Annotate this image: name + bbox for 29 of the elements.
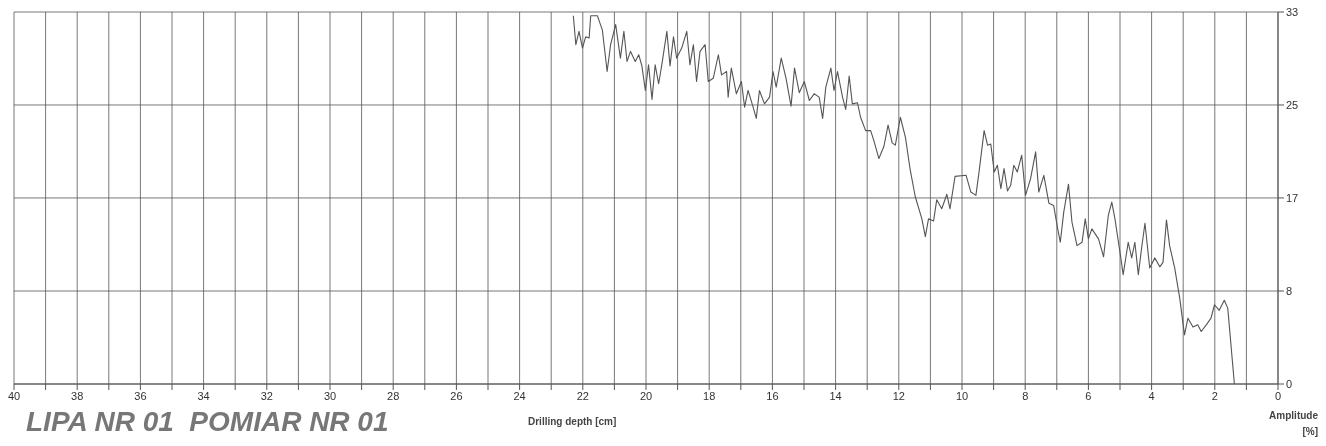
x-tick-label: 32: [260, 389, 273, 402]
x-tick-label: 4: [1148, 389, 1155, 402]
x-tick-label: 28: [387, 389, 400, 402]
x-tick-label: 24: [513, 389, 526, 402]
x-tick-label: 6: [1085, 389, 1092, 402]
y-tick-label: 17: [1286, 191, 1299, 204]
x-tick-label: 36: [134, 389, 147, 402]
x-tick-label: 40: [7, 389, 21, 402]
x-tick-label: 26: [450, 389, 463, 402]
x-tick-label: 18: [703, 389, 716, 402]
x-tick-label: 12: [892, 389, 905, 402]
y-tick-label: 8: [1286, 284, 1293, 297]
y-tick-label: 33: [1286, 5, 1299, 18]
x-tick-label: 14: [829, 389, 842, 402]
text: LIPA NR 01 POMIAR NR 01: [26, 406, 389, 438]
y-axis-title: Amplitude [%]: [1269, 409, 1318, 439]
x-axis-title: Drilling depth [cm]: [528, 416, 617, 427]
x-tick-label: 20: [639, 389, 653, 402]
x-tick-label: 22: [576, 389, 589, 402]
y-tick-label: 25: [1286, 98, 1299, 111]
x-tick-label: 8: [1022, 389, 1029, 402]
x-tick-label: 0: [1274, 389, 1282, 402]
x-tick-label: 30: [323, 389, 337, 402]
x-tick-label: 38: [71, 389, 84, 402]
x-tick-label: 10: [955, 389, 969, 402]
x-tick-label: 16: [766, 389, 779, 402]
x-tick-label: 34: [197, 389, 210, 402]
y-tick-label: 0: [1286, 377, 1293, 390]
x-tick-label: 2: [1211, 389, 1218, 402]
